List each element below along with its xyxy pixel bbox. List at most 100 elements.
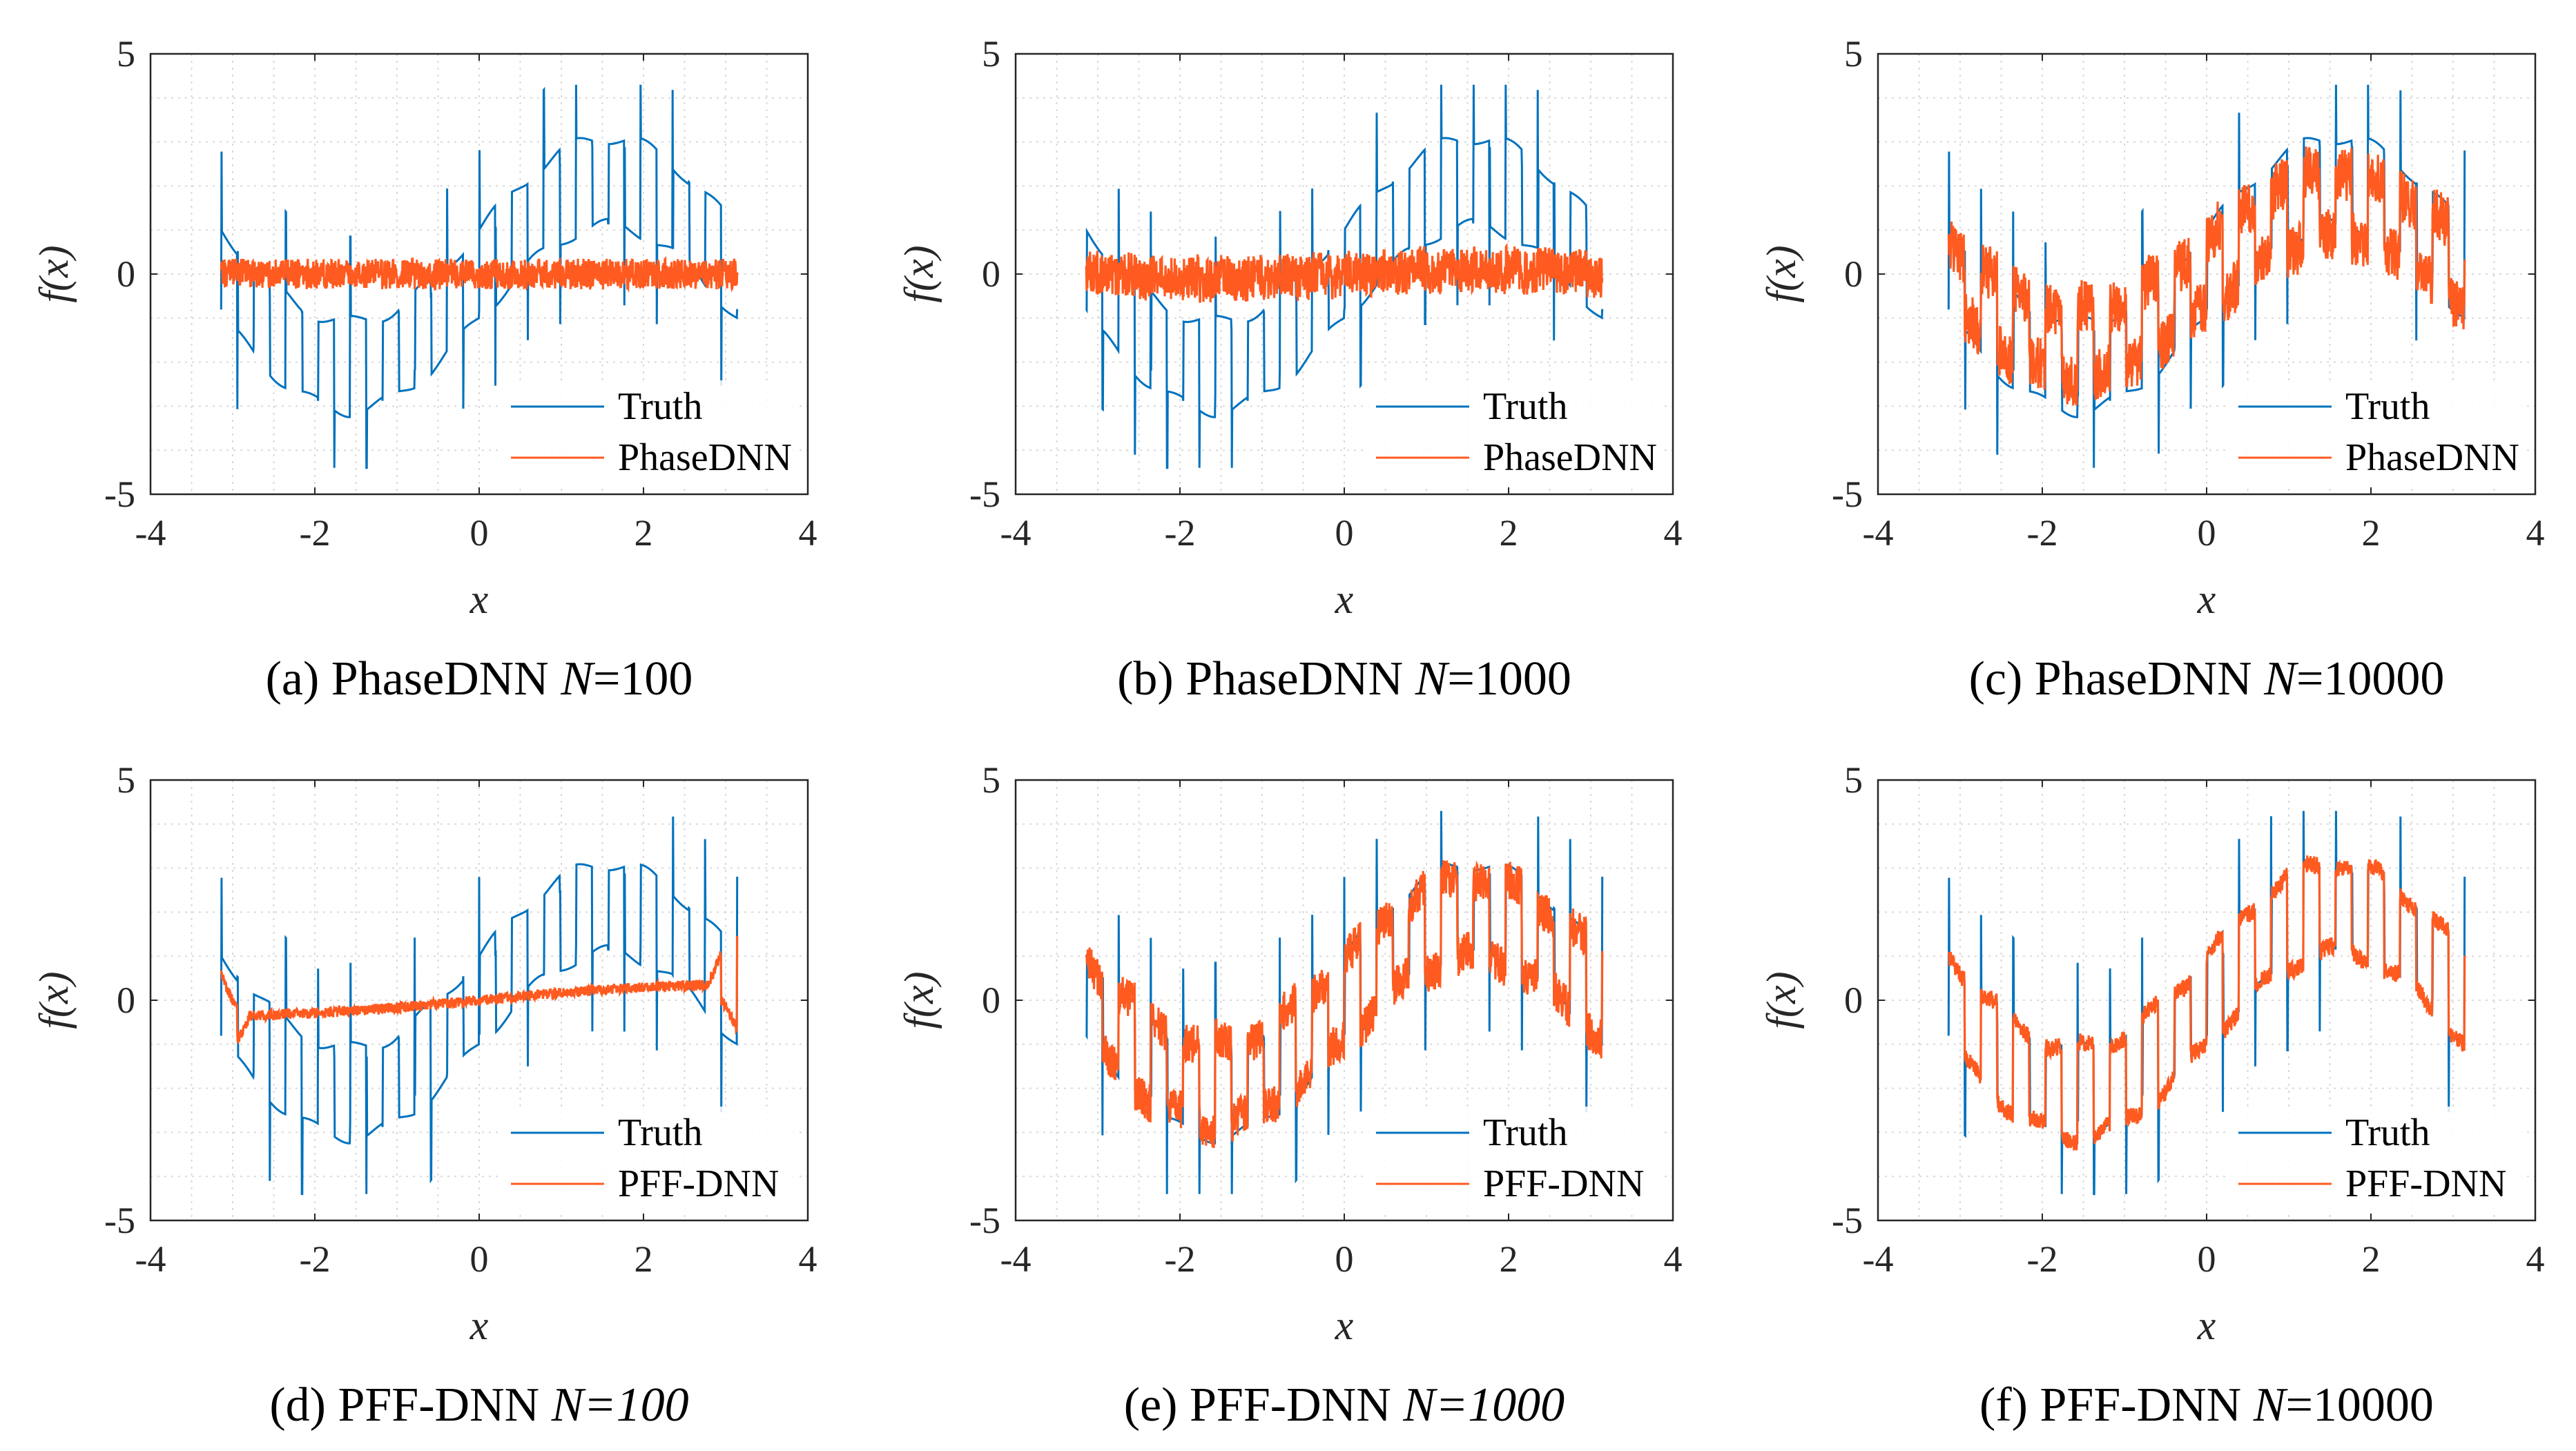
legend-label-pred: PFF-DNN — [618, 1162, 779, 1205]
subplot-caption: (a) PhaseDNN N=100 — [266, 652, 693, 705]
y-tick-label: -5 — [969, 1200, 1000, 1241]
subplot-caption: (b) PhaseDNN N=1000 — [1117, 652, 1571, 705]
x-tick-label: -2 — [2027, 1238, 2058, 1280]
caption-var: N — [2263, 652, 2298, 705]
legend: Truth PhaseDNN — [501, 380, 797, 484]
legend-box — [501, 380, 797, 484]
y-axis-label: f(x) — [1759, 971, 1804, 1029]
x-tick-label: 4 — [799, 1238, 817, 1280]
x-tick-label: 2 — [1500, 512, 1518, 554]
x-tick-label: 0 — [1335, 512, 1354, 554]
y-tick-label: 0 — [1844, 980, 1863, 1021]
x-tick-label: 4 — [1664, 1238, 1683, 1280]
x-tick-label: 0 — [470, 1238, 489, 1280]
subplot-f: -4 -2 0 2 4 -5 0 5 x f(x) Truth PFF-DNN (f) PFF-DNN … — [1759, 759, 2545, 1432]
subplot-e: -4 -2 0 2 4 -5 0 5 x f(x) Truth PFF-DNN (e) PFF-DNN … — [896, 759, 1683, 1432]
caption-prefix: (a) PhaseDNN — [266, 652, 561, 705]
series-truth — [1085, 810, 1604, 1194]
caption-var: N — [2253, 1379, 2288, 1432]
series-truth — [220, 816, 739, 1196]
y-axis-label: f(x) — [896, 971, 942, 1029]
x-tick-label: 0 — [2198, 512, 2216, 554]
legend-label-truth: Truth — [2345, 1111, 2430, 1154]
legend: Truth PFF-DNN — [2228, 1107, 2525, 1210]
caption-suffix: =10000 — [2285, 1379, 2433, 1432]
series-pred — [1947, 855, 2466, 1151]
caption-prefix: (c) PhaseDNN — [1969, 652, 2265, 705]
y-axis-label: f(x) — [896, 245, 942, 302]
series-pred — [220, 935, 739, 1044]
x-tick-label: 2 — [1500, 1238, 1518, 1280]
subplot-b: -4 -2 0 2 4 -5 0 5 x f(x) Truth PhaseDNN (b) PhaseDN… — [896, 33, 1683, 705]
subplot-c: -4 -2 0 2 4 -5 0 5 x f(x) Truth PhaseDNN (c) PhaseDN… — [1759, 33, 2545, 705]
y-tick-label: 0 — [117, 253, 135, 295]
y-tick-label: 0 — [982, 980, 1000, 1021]
subplot-d: -4 -2 0 2 4 -5 0 5 x f(x) Truth PFF-DNN (d) PFF-DNN … — [31, 759, 817, 1432]
x-axis-label: x — [2197, 576, 2216, 622]
series-pred — [1085, 859, 1604, 1149]
x-tick-label: 0 — [2198, 1238, 2216, 1280]
x-tick-label: -4 — [1863, 512, 1894, 554]
x-tick-label: 4 — [2526, 1238, 2545, 1280]
y-axis-label: f(x) — [1759, 245, 1804, 302]
y-tick-label: 5 — [982, 33, 1000, 75]
legend-label-pred: PFF-DNN — [1483, 1162, 1644, 1205]
legend-box — [501, 1107, 797, 1210]
subplot-caption: (e) PFF-DNN N=1000 — [1124, 1379, 1565, 1432]
series-pred — [1085, 242, 1604, 303]
x-tick-label: 0 — [470, 512, 489, 554]
x-tick-label: -2 — [1165, 512, 1196, 554]
y-tick-label: 5 — [117, 33, 135, 75]
legend: Truth PFF-DNN — [1366, 1107, 1663, 1210]
subplot-caption: (c) PhaseDNN N=10000 — [1969, 652, 2445, 705]
legend-label-pred: PhaseDNN — [2345, 436, 2519, 479]
x-tick-label: -4 — [1000, 1238, 1032, 1280]
legend: Truth PFF-DNN — [501, 1107, 797, 1210]
x-tick-label: -2 — [2027, 512, 2058, 554]
x-tick-label: -4 — [135, 512, 166, 554]
legend-box — [2228, 1107, 2525, 1210]
x-tick-label: 0 — [1335, 1238, 1354, 1280]
y-tick-label: 5 — [1844, 33, 1863, 75]
legend-label-truth: Truth — [2345, 385, 2430, 428]
legend-label-pred: PhaseDNN — [618, 436, 792, 479]
y-tick-label: 5 — [982, 759, 1000, 801]
caption-prefix: (f) PFF-DNN — [1979, 1379, 2254, 1432]
subplot-caption: (f) PFF-DNN N=10000 — [1979, 1379, 2434, 1432]
legend-label-truth: Truth — [618, 385, 702, 428]
x-tick-label: 2 — [2362, 1238, 2381, 1280]
caption-var: N — [560, 652, 595, 705]
y-tick-label: 5 — [1844, 759, 1863, 801]
x-tick-label: 2 — [635, 1238, 653, 1280]
legend-label-truth: Truth — [1483, 385, 1567, 428]
subplot-a: -4 -2 0 2 4 -5 0 5 x f(x) Truth PhaseDNN (a) PhaseDN… — [31, 33, 817, 705]
caption-prefix: (e) PFF-DNN — [1124, 1379, 1403, 1432]
y-tick-label: 0 — [982, 253, 1000, 295]
legend-label-pred: PhaseDNN — [1483, 436, 1657, 479]
caption-suffix: =1000 — [1447, 652, 1571, 705]
y-tick-label: 0 — [117, 980, 135, 1021]
legend-label-truth: Truth — [1483, 1111, 1567, 1154]
x-tick-label: 4 — [799, 512, 817, 554]
x-tick-label: -2 — [1165, 1238, 1196, 1280]
caption-prefix: (d) PFF-DNN — [269, 1379, 551, 1432]
caption-prefix: (b) PhaseDNN — [1117, 652, 1415, 705]
legend-box — [1366, 380, 1663, 484]
y-tick-label: 5 — [117, 759, 135, 801]
legend: Truth PhaseDNN — [2228, 380, 2525, 484]
caption-var: N=100 — [551, 1379, 689, 1432]
y-tick-label: -5 — [104, 1200, 135, 1241]
x-axis-label: x — [1335, 1303, 1354, 1348]
series-pred — [1947, 146, 2466, 406]
y-axis-label: f(x) — [31, 245, 77, 302]
x-axis-label: x — [1335, 576, 1354, 622]
x-tick-label: -4 — [135, 1238, 166, 1280]
series-pred — [220, 255, 739, 293]
legend-box — [2228, 380, 2525, 484]
y-axis-label: f(x) — [31, 971, 77, 1029]
x-tick-label: 2 — [635, 512, 653, 554]
y-tick-label: -5 — [969, 474, 1000, 515]
x-tick-label: 4 — [2526, 512, 2545, 554]
caption-var: N — [1415, 652, 1450, 705]
